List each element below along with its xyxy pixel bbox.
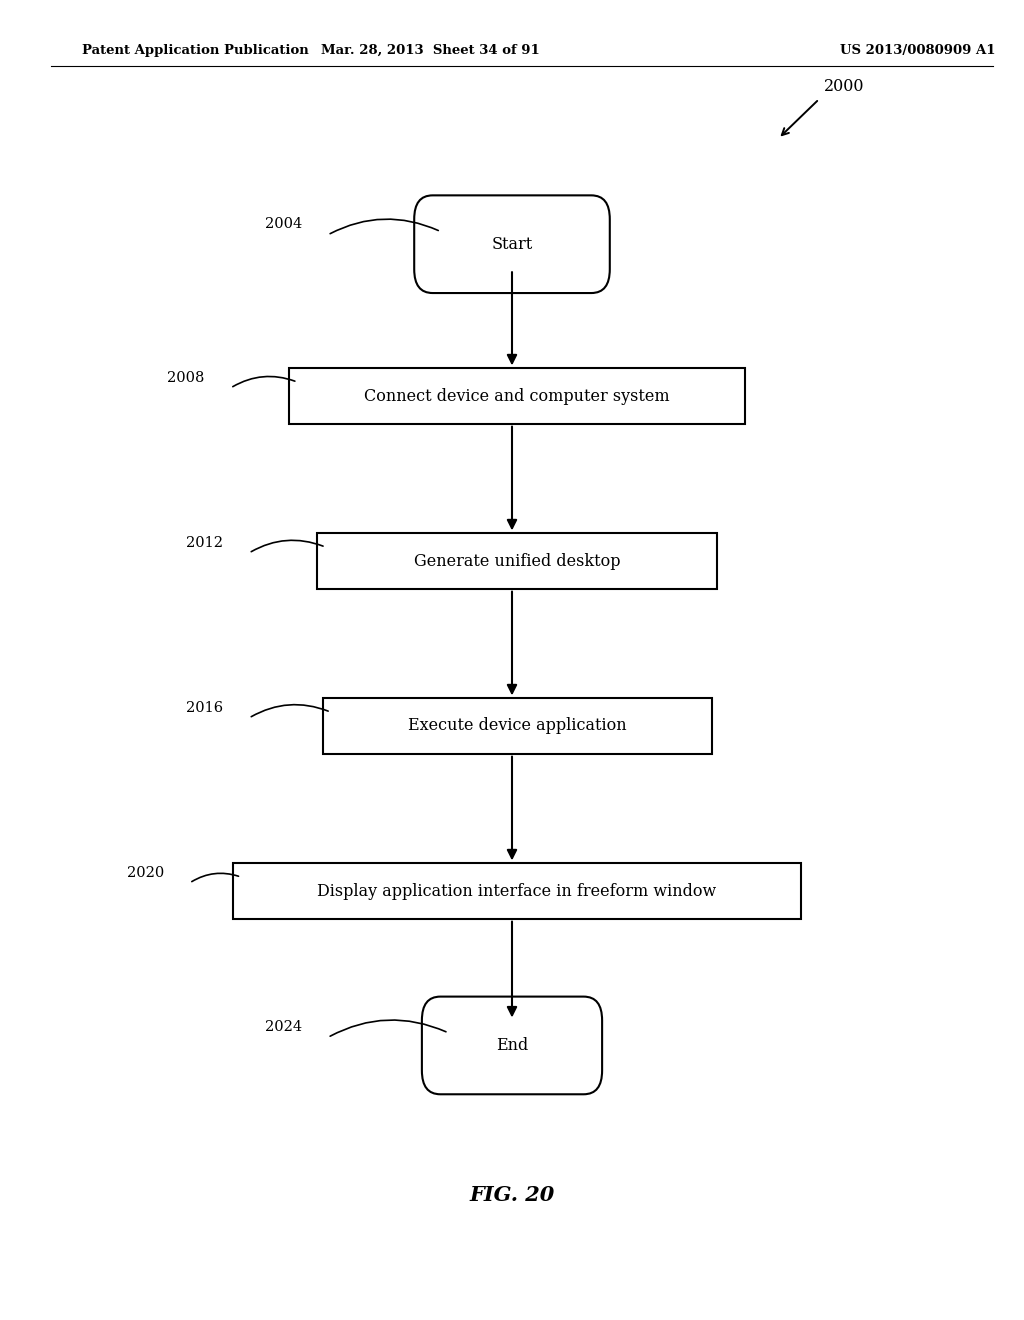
- Text: Patent Application Publication: Patent Application Publication: [82, 44, 308, 57]
- Text: Start: Start: [492, 236, 532, 252]
- Text: 2024: 2024: [265, 1020, 302, 1034]
- Text: Mar. 28, 2013  Sheet 34 of 91: Mar. 28, 2013 Sheet 34 of 91: [321, 44, 540, 57]
- Text: End: End: [496, 1038, 528, 1053]
- FancyBboxPatch shape: [422, 997, 602, 1094]
- Text: US 2013/0080909 A1: US 2013/0080909 A1: [840, 44, 995, 57]
- Text: 2020: 2020: [127, 866, 164, 879]
- Text: Display application interface in freeform window: Display application interface in freefor…: [317, 883, 717, 899]
- Bar: [289, 368, 745, 424]
- Bar: [317, 533, 717, 589]
- Bar: [323, 698, 712, 754]
- Text: 2004: 2004: [265, 218, 302, 231]
- Text: 2008: 2008: [168, 371, 205, 384]
- Text: Connect device and computer system: Connect device and computer system: [365, 388, 670, 404]
- Bar: [232, 863, 801, 919]
- Text: 2012: 2012: [186, 536, 223, 549]
- Text: 2000: 2000: [824, 78, 865, 95]
- Text: Execute device application: Execute device application: [408, 718, 627, 734]
- Text: FIG. 20: FIG. 20: [469, 1184, 555, 1205]
- Text: 2016: 2016: [186, 701, 223, 714]
- FancyBboxPatch shape: [414, 195, 609, 293]
- Text: Generate unified desktop: Generate unified desktop: [414, 553, 621, 569]
